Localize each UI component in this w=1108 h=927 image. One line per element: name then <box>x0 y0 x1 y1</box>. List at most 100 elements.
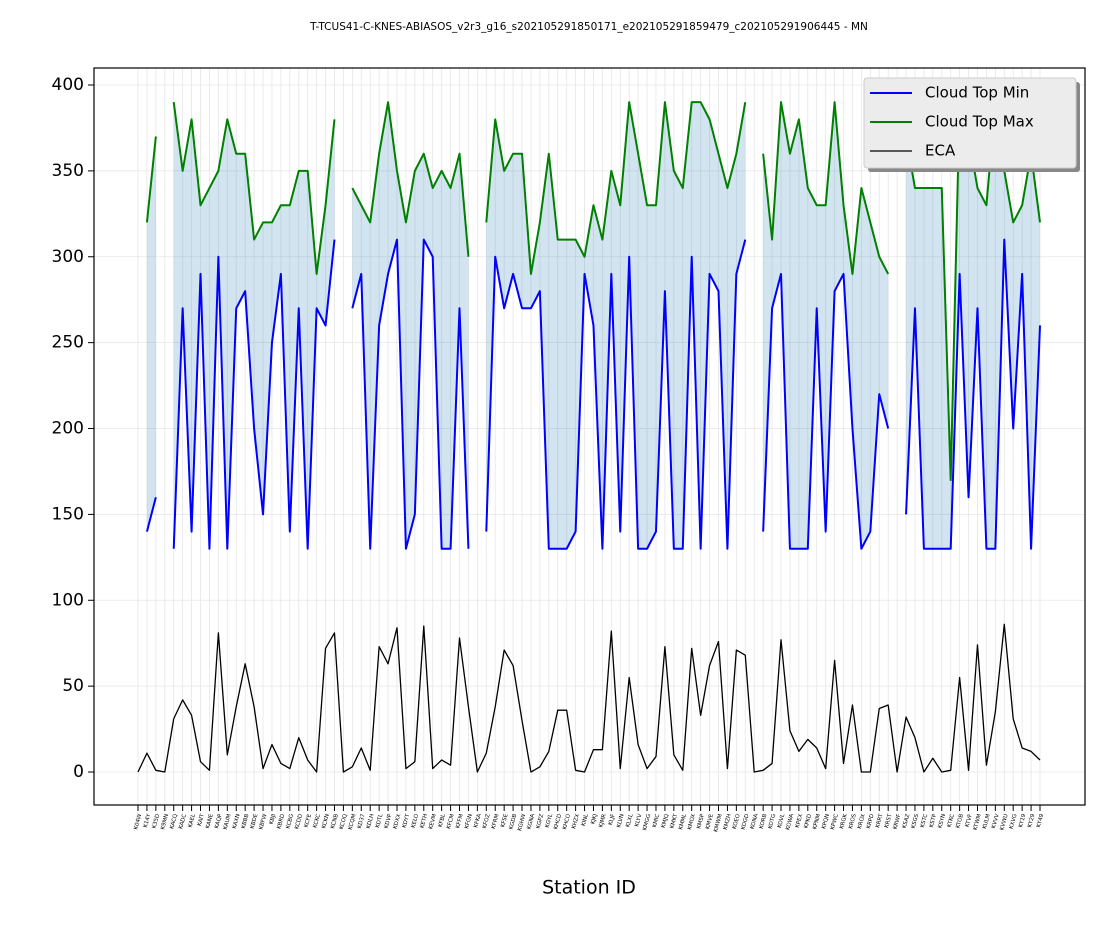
x-tick-label: K14Y <box>143 813 153 829</box>
x-tick-label: KAEL <box>188 812 198 828</box>
x-tick-label: KD37 <box>357 813 367 829</box>
x-tick-label: KORB <box>759 813 769 829</box>
x-tick-label: KMZH <box>723 813 733 830</box>
x-tick-label: KSYN <box>938 813 948 829</box>
x-tick-label: KOVL <box>777 812 787 828</box>
series-line <box>137 623 1041 773</box>
x-tick-label: KBRD <box>276 813 286 829</box>
x-tick-label: KINL <box>581 812 590 826</box>
x-tick-label: KFSE <box>500 813 509 828</box>
x-tick-label: KMJQ <box>661 813 671 829</box>
x-tick-label: K35D <box>152 813 162 829</box>
x-tick-label: KFGN <box>464 813 474 829</box>
x-tick-label: KULM <box>982 813 992 830</box>
x-tick-label: KBFW <box>258 813 268 831</box>
fill-band <box>906 102 1040 549</box>
x-tick-label: KTVF <box>965 813 974 828</box>
x-tick-label: KMSP <box>696 813 706 830</box>
x-tick-label: KOTG <box>768 813 778 829</box>
y-tick-label: 400 <box>52 75 84 95</box>
fill-band <box>763 102 889 549</box>
x-tick-label: KVVV <box>991 813 1001 829</box>
x-tick-label: KPNM <box>812 813 822 830</box>
x-tick-label: KGDB <box>509 813 519 830</box>
x-tick-label: KDVP <box>384 813 394 830</box>
x-tick-label: KMIC <box>652 813 661 828</box>
x-tick-label: KMML <box>678 812 688 830</box>
y-tick-label: 150 <box>52 504 84 524</box>
y-tick-label: 200 <box>52 419 84 439</box>
x-tick-label: KMGG <box>642 813 652 831</box>
x-tick-label: KETH <box>420 813 430 829</box>
x-tick-label: KMOX <box>687 813 697 830</box>
x-tick-label: KANE <box>205 813 215 829</box>
x-tick-label: KFBL <box>438 812 448 828</box>
x-tick-label: KTOB <box>955 813 965 829</box>
fill-band <box>173 102 335 549</box>
x-tick-label: KELO <box>411 813 421 829</box>
y-tick-label: 50 <box>62 676 84 696</box>
x-tick-label: KCQM <box>348 813 358 830</box>
x-tick-label: KTKC <box>947 813 956 828</box>
x-tick-label: KOEO <box>732 813 742 830</box>
fill-band <box>486 102 746 549</box>
grid <box>94 68 1085 805</box>
series-line <box>145 101 1041 482</box>
x-tick-label: KHZX <box>571 813 581 830</box>
x-tick-label: KHCO <box>562 813 572 831</box>
x-tick-label: KLVN <box>616 813 625 828</box>
y-tick-label: 350 <box>52 161 84 181</box>
x-tick-label: KFRM <box>491 813 501 830</box>
x-tick-label: KCDD <box>294 813 304 830</box>
x-tick-label: KAUM <box>223 813 233 830</box>
x-tick-label: KGNA <box>526 813 536 830</box>
x-tick-label: KPWC <box>830 813 840 830</box>
x-tick-label: KY49 <box>1036 813 1045 828</box>
x-tick-label: KBDE <box>250 813 260 830</box>
legend-box <box>863 77 1077 169</box>
x-tick-label: KBJI <box>269 813 278 825</box>
x-tick-label: KSTC <box>920 813 929 828</box>
x-tick-label: KAQP <box>214 813 224 830</box>
x-tick-label: KBBB <box>241 813 251 829</box>
y-tick-label: 0 <box>73 762 84 782</box>
x-tick-label: KCFE <box>304 813 313 828</box>
legend-label: Cloud Top Max <box>925 113 1034 131</box>
x-tick-label: KPQN <box>821 813 831 829</box>
chart-title: T-TCUS41-C-KNES-ABIASOS_v2r3_g16_s202105… <box>309 21 868 33</box>
x-tick-label: KJKJ <box>590 813 599 825</box>
legend-label: ECA <box>925 142 956 160</box>
plot <box>137 101 1041 773</box>
x-tick-label: KXVG <box>1009 813 1019 829</box>
fill-band <box>146 136 156 532</box>
x-tick-label: KGHW <box>517 813 527 832</box>
x-axis-label: Station ID <box>542 877 636 899</box>
x-tick-label: KFOZ <box>482 813 492 829</box>
x-tick-label: KROX <box>857 813 867 829</box>
x-tick-label: KPEX <box>795 813 805 828</box>
x-tick-label: KMWM <box>713 813 724 833</box>
x-tick-label: KONA <box>750 813 760 830</box>
x-tick-label: KJMR <box>598 813 607 828</box>
x-tick-label: KOGD <box>741 813 751 830</box>
x-tick-label: KDTL <box>375 812 385 828</box>
x-tick-label: KDYT <box>402 813 412 829</box>
x-tick-label: KRGK <box>839 813 849 830</box>
x-tick-label: KADC <box>178 813 188 830</box>
x-tick-label: KROS <box>848 813 858 830</box>
x-tick-label: KFCM <box>446 813 456 830</box>
x-tick-label: KGPZ <box>536 813 546 829</box>
axes-frame <box>93 67 1086 806</box>
y-tick-label: 300 <box>52 247 84 267</box>
legend-label: Cloud Top Min <box>925 84 1029 102</box>
y-tick-label: 100 <box>52 590 84 610</box>
series-line <box>145 238 1041 550</box>
x-tick-label: KLJF <box>608 813 617 826</box>
x-tick-label: KOWA <box>785 813 795 831</box>
x-tick-label: KDXX <box>393 813 403 830</box>
x-tick-label: KFFM <box>455 813 465 829</box>
x-tick-label: KMVE <box>705 813 715 830</box>
x-tick-label: KCNB <box>330 813 340 829</box>
x-tick-label: KPKD <box>804 813 814 829</box>
